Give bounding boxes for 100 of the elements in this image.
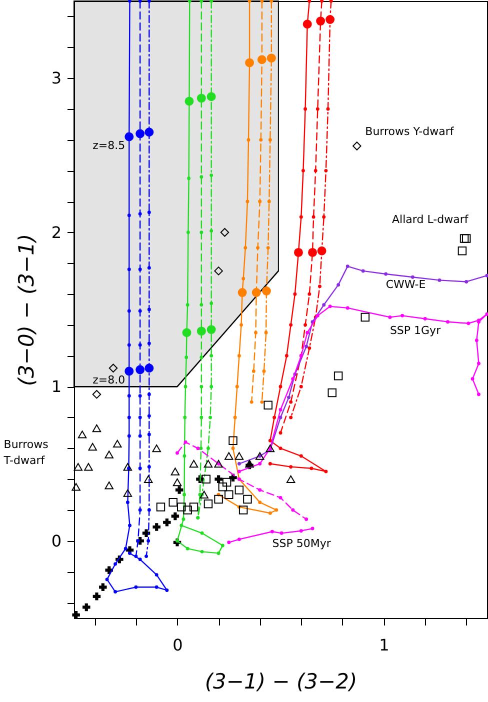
point bbox=[142, 529, 150, 538]
point bbox=[464, 280, 468, 284]
point bbox=[336, 283, 340, 287]
point bbox=[112, 440, 122, 448]
point bbox=[320, 0, 324, 3]
point bbox=[287, 396, 290, 400]
point bbox=[92, 424, 102, 432]
point bbox=[170, 468, 180, 476]
point bbox=[316, 107, 320, 111]
point bbox=[258, 462, 262, 466]
point bbox=[127, 309, 131, 313]
point bbox=[189, 460, 198, 468]
annotation: CWW-E bbox=[386, 278, 426, 291]
point bbox=[200, 384, 204, 388]
point bbox=[84, 462, 93, 471]
point bbox=[346, 264, 350, 268]
point bbox=[324, 168, 328, 172]
point bbox=[88, 442, 97, 451]
point bbox=[317, 246, 326, 256]
point bbox=[124, 366, 134, 376]
point bbox=[188, 0, 192, 3]
point bbox=[200, 230, 204, 234]
point bbox=[72, 611, 80, 619]
point bbox=[144, 554, 148, 558]
point bbox=[128, 0, 132, 3]
point bbox=[237, 470, 241, 474]
point bbox=[254, 330, 258, 334]
point bbox=[289, 323, 293, 327]
point bbox=[138, 0, 142, 3]
point bbox=[252, 369, 256, 373]
point bbox=[240, 323, 243, 327]
point bbox=[266, 444, 275, 452]
point bbox=[446, 320, 450, 324]
point bbox=[228, 436, 238, 445]
point bbox=[312, 215, 316, 219]
point bbox=[272, 416, 276, 420]
point bbox=[352, 142, 362, 150]
point bbox=[152, 523, 160, 531]
point bbox=[278, 416, 282, 420]
point bbox=[134, 585, 138, 589]
point bbox=[147, 392, 151, 396]
point bbox=[144, 475, 153, 484]
point bbox=[214, 460, 223, 468]
point bbox=[124, 132, 134, 142]
point bbox=[189, 502, 198, 512]
point bbox=[308, 248, 317, 257]
annotation: SSP 50Myr bbox=[272, 536, 332, 550]
point bbox=[202, 474, 211, 484]
point bbox=[127, 214, 131, 218]
point bbox=[114, 562, 118, 566]
point bbox=[165, 588, 169, 592]
point bbox=[210, 302, 214, 306]
point bbox=[231, 446, 235, 450]
point bbox=[152, 444, 161, 452]
annotation: SSP 1Gyr bbox=[390, 324, 442, 338]
point bbox=[176, 451, 179, 455]
point bbox=[252, 288, 261, 297]
point bbox=[322, 215, 326, 219]
x-axis-title: (3−1) − (3−2) bbox=[204, 670, 358, 694]
point bbox=[293, 292, 297, 296]
annotation: Burrows Y-dwarf bbox=[365, 125, 455, 138]
point bbox=[123, 489, 132, 497]
point bbox=[234, 452, 244, 460]
point bbox=[264, 400, 272, 410]
point bbox=[268, 511, 272, 515]
point bbox=[82, 603, 90, 612]
point bbox=[186, 303, 190, 307]
point bbox=[245, 58, 254, 68]
point bbox=[268, 138, 272, 142]
point bbox=[210, 354, 214, 358]
point bbox=[270, 0, 274, 3]
point bbox=[234, 486, 244, 494]
point bbox=[127, 416, 131, 420]
point bbox=[78, 430, 87, 438]
point bbox=[310, 526, 314, 530]
point bbox=[274, 508, 278, 512]
point bbox=[214, 494, 223, 504]
point bbox=[184, 356, 188, 360]
point bbox=[147, 210, 151, 214]
point bbox=[477, 362, 480, 366]
point bbox=[138, 466, 142, 470]
point bbox=[200, 531, 204, 535]
point bbox=[242, 276, 246, 280]
point bbox=[128, 524, 132, 528]
annotation: z=8.0 bbox=[92, 373, 126, 386]
point bbox=[126, 500, 130, 504]
point bbox=[224, 490, 234, 499]
point bbox=[284, 354, 288, 358]
point bbox=[329, 0, 333, 3]
point bbox=[246, 200, 250, 204]
point bbox=[258, 500, 262, 504]
point bbox=[147, 465, 151, 469]
point bbox=[127, 434, 131, 438]
point bbox=[328, 388, 336, 398]
point bbox=[172, 478, 182, 486]
point bbox=[237, 354, 241, 358]
point bbox=[262, 369, 266, 373]
point bbox=[346, 306, 350, 310]
point bbox=[266, 246, 270, 250]
point bbox=[235, 384, 239, 388]
